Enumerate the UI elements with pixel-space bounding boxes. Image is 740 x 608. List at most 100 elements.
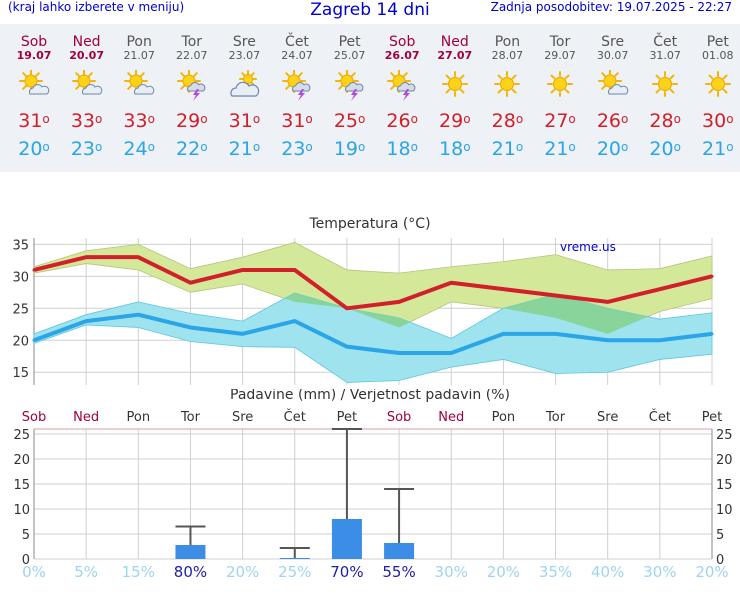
- precipitation-probability: 15%: [122, 563, 155, 581]
- degree-sign: o: [463, 112, 471, 126]
- precipitation-probability: 80%: [174, 563, 207, 581]
- data-point: [345, 345, 349, 349]
- day-date: 30.07: [596, 49, 629, 62]
- day-name: Ned: [72, 34, 101, 50]
- precipitation-probability: 5%: [74, 563, 98, 581]
- precipitation-probability: 35%: [539, 563, 572, 581]
- degree-sign: o: [673, 140, 681, 154]
- y-tick-label: 30: [12, 270, 29, 285]
- day-date: 22.07: [176, 49, 208, 62]
- data-point: [449, 351, 453, 355]
- y-tick-label: 0: [22, 553, 30, 568]
- y-tick-label: 5: [22, 528, 30, 543]
- degree-sign: o: [200, 140, 208, 154]
- data-point: [188, 281, 192, 285]
- x-tick-label: Tor: [180, 410, 201, 425]
- data-point: [84, 255, 88, 259]
- min-temperature: 20o: [649, 138, 681, 160]
- max-temperature: 31o: [281, 110, 313, 132]
- degree-sign: o: [147, 140, 155, 154]
- degree-sign: o: [358, 140, 366, 154]
- max-temperature: 26o: [596, 110, 629, 132]
- data-point: [397, 300, 401, 304]
- y-tick-label: 25: [12, 302, 29, 317]
- y-tick-label-right: 5: [716, 528, 724, 543]
- sun-storm-icon: [387, 70, 416, 101]
- sun-icon: [494, 71, 521, 97]
- day-date: 21.07: [123, 49, 155, 62]
- max-temperature: 27o: [544, 110, 576, 132]
- degree-sign: o: [410, 140, 418, 154]
- degree-sign: o: [305, 112, 313, 126]
- x-tick-label: Čet: [649, 409, 671, 425]
- data-point: [606, 300, 610, 304]
- degree-sign: o: [463, 140, 471, 154]
- y-tick-label: 35: [12, 238, 29, 253]
- day-name: Pet: [706, 34, 729, 50]
- y-tick-label: 15: [13, 478, 30, 493]
- daily-forecast-strip: Sob 19.07 31o 20o Ned 20.07 33o 23o Pon 21.07 33o 2…: [0, 24, 740, 172]
- sun-icon: [652, 71, 679, 97]
- data-point: [606, 338, 610, 342]
- y-tick-label-right: 15: [716, 478, 733, 493]
- max-temperature: 33o: [70, 110, 103, 132]
- x-tick-label: Pet: [702, 410, 722, 425]
- degree-sign: o: [358, 112, 366, 126]
- precipitation-bar: [279, 558, 310, 559]
- precipitation-bar: [331, 519, 362, 559]
- x-tick-label: Sob: [22, 410, 46, 425]
- day-column: Sob 26.07 26o 18o: [376, 24, 428, 160]
- sun-storm-icon: [334, 70, 363, 101]
- day-name: Sob: [389, 34, 416, 50]
- header-bar: (kraj lahko izberete v meniju) Zagreb 14…: [0, 0, 740, 22]
- max-temperature: 25o: [333, 110, 366, 132]
- day-name: Ned: [440, 34, 469, 50]
- degree-sign: o: [200, 112, 208, 126]
- min-temperature-line: [33, 312, 713, 356]
- data-point: [658, 338, 662, 342]
- day-date: 29.07: [544, 49, 576, 62]
- day-date: 20.07: [69, 49, 104, 62]
- precipitation-probability: 0%: [22, 563, 46, 581]
- last-updated: Zadnja posodobitev: 19.07.2025 - 22:27: [490, 0, 732, 14]
- degree-sign: o: [95, 112, 103, 126]
- min-temperature: 21o: [702, 138, 734, 160]
- data-point: [554, 294, 558, 298]
- data-point: [136, 313, 140, 317]
- day-date: 28.07: [491, 49, 524, 62]
- y-tick-label: 20: [12, 334, 29, 349]
- min-temperature: 20o: [596, 138, 629, 160]
- min-temperature: 21o: [228, 138, 261, 160]
- max-temperature: 33o: [123, 110, 155, 132]
- x-tick-label: Tor: [545, 410, 566, 425]
- page-title: Zagreb 14 dni: [310, 0, 430, 20]
- max-temperature: 26o: [386, 110, 418, 132]
- y-tick-label: 20: [13, 453, 30, 468]
- day-column: Sre 23.07 31o 21o: [218, 24, 270, 160]
- precipitation-probability: 40%: [591, 563, 624, 581]
- precipitation-probability: 55%: [382, 563, 415, 581]
- degree-sign: o: [621, 112, 629, 126]
- sun-icon: [547, 71, 573, 97]
- sun-cloud-icon: [71, 70, 102, 95]
- day-name: Čet: [653, 34, 678, 50]
- data-point: [293, 319, 297, 323]
- day-date: 31.07: [649, 49, 681, 62]
- max-temperature: 29o: [439, 110, 471, 132]
- degree-sign: o: [42, 112, 50, 126]
- max-temperature: 28o: [649, 110, 681, 132]
- temperature-chart: Temperatura (°C) 15 20 25 30 35 vreme.us: [12, 216, 714, 385]
- degree-sign: o: [568, 140, 576, 154]
- max-temperature: 30o: [702, 110, 734, 132]
- x-tick-label: Ned: [73, 410, 99, 425]
- data-point: [397, 351, 401, 355]
- max-temperature: 28o: [491, 110, 524, 132]
- degree-sign: o: [95, 140, 103, 154]
- data-point: [136, 255, 140, 259]
- day-date: 27.07: [437, 49, 473, 62]
- precipitation-chart: Padavine (mm) / Verjetnost padavin (%) So…: [13, 387, 733, 581]
- day-date: 24.07: [281, 49, 313, 62]
- precipitation-bar: [384, 543, 415, 559]
- day-column: Čet 24.07 31o 23o: [271, 24, 323, 160]
- x-tick-label: Sob: [387, 410, 411, 425]
